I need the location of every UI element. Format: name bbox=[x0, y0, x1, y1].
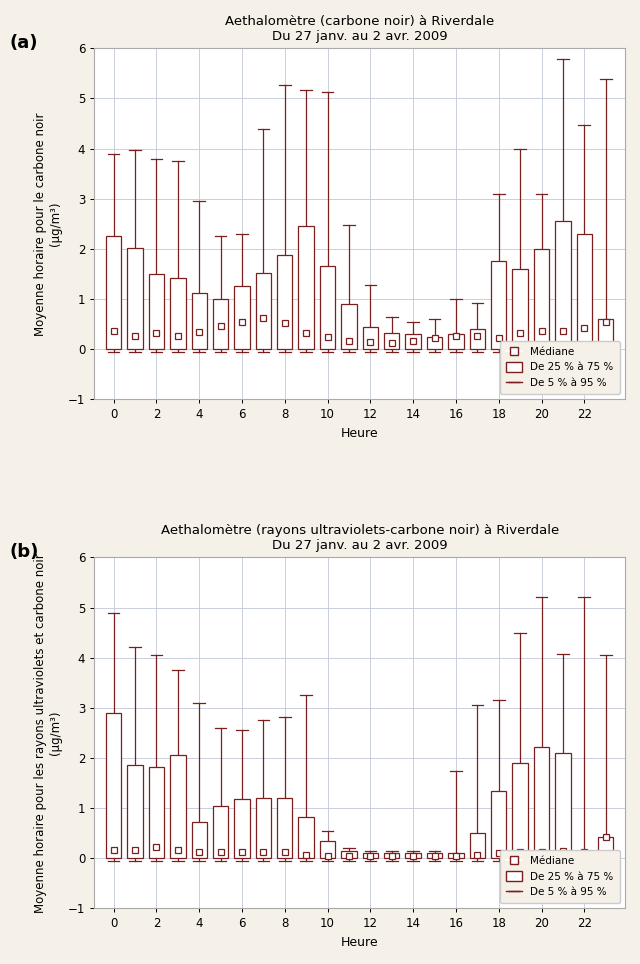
Bar bbox=[534, 249, 549, 349]
Title: Aethalomètre (carbone noir) à Riverdale
Du 27 janv. au 2 avr. 2009: Aethalomètre (carbone noir) à Riverdale … bbox=[225, 15, 494, 43]
Bar bbox=[363, 853, 378, 858]
Bar bbox=[577, 234, 592, 349]
Bar bbox=[213, 299, 228, 349]
X-axis label: Heure: Heure bbox=[341, 427, 378, 440]
Bar bbox=[513, 763, 528, 858]
Bar bbox=[277, 255, 292, 349]
Legend: Médiane, De 25 % à 75 %, De 5 % à 95 %: Médiane, De 25 % à 75 %, De 5 % à 95 % bbox=[500, 340, 620, 394]
Bar bbox=[256, 798, 271, 858]
Bar bbox=[298, 227, 314, 349]
Bar bbox=[406, 853, 421, 858]
Bar bbox=[427, 853, 442, 858]
Bar bbox=[448, 853, 463, 858]
Bar bbox=[341, 851, 356, 858]
Bar bbox=[427, 336, 442, 349]
Text: (a): (a) bbox=[10, 35, 38, 52]
Bar bbox=[363, 327, 378, 349]
Y-axis label: Moyenne horaire pour les rayons ultraviolets et carbone noir
(μg/m³): Moyenne horaire pour les rayons ultravio… bbox=[35, 553, 63, 913]
Bar bbox=[534, 747, 549, 858]
Bar bbox=[470, 329, 485, 349]
Bar bbox=[470, 833, 485, 858]
Bar bbox=[320, 841, 335, 858]
Text: (b): (b) bbox=[10, 544, 39, 561]
Bar bbox=[320, 266, 335, 349]
Bar bbox=[556, 753, 571, 858]
Bar bbox=[106, 236, 122, 349]
Title: Aethalomètre (rayons ultraviolets-carbone noir) à Riverdale
Du 27 janv. au 2 avr: Aethalomètre (rayons ultraviolets-carbon… bbox=[161, 524, 559, 552]
Bar bbox=[127, 765, 143, 858]
Bar bbox=[191, 822, 207, 858]
Bar bbox=[598, 319, 614, 349]
Bar bbox=[234, 799, 250, 858]
Bar bbox=[577, 852, 592, 858]
Bar bbox=[384, 853, 399, 858]
Y-axis label: Moyenne horaire pour le carbone noir
(μg/m³): Moyenne horaire pour le carbone noir (μg… bbox=[35, 112, 63, 335]
Bar bbox=[148, 767, 164, 858]
Bar bbox=[491, 790, 506, 858]
Bar bbox=[448, 335, 463, 349]
Legend: Médiane, De 25 % à 75 %, De 5 % à 95 %: Médiane, De 25 % à 75 %, De 5 % à 95 % bbox=[500, 849, 620, 903]
Bar bbox=[298, 817, 314, 858]
Bar bbox=[491, 261, 506, 349]
Bar bbox=[513, 269, 528, 349]
Bar bbox=[170, 756, 186, 858]
Bar bbox=[277, 798, 292, 858]
Bar bbox=[341, 304, 356, 349]
Bar bbox=[384, 334, 399, 349]
Bar bbox=[213, 806, 228, 858]
Bar bbox=[256, 273, 271, 349]
Bar bbox=[191, 293, 207, 349]
X-axis label: Heure: Heure bbox=[341, 936, 378, 949]
Bar bbox=[148, 274, 164, 349]
Bar bbox=[234, 285, 250, 349]
Bar bbox=[556, 222, 571, 349]
Bar bbox=[127, 248, 143, 349]
Bar bbox=[598, 837, 614, 858]
Bar bbox=[170, 278, 186, 349]
Bar bbox=[106, 712, 122, 858]
Bar bbox=[406, 335, 421, 349]
